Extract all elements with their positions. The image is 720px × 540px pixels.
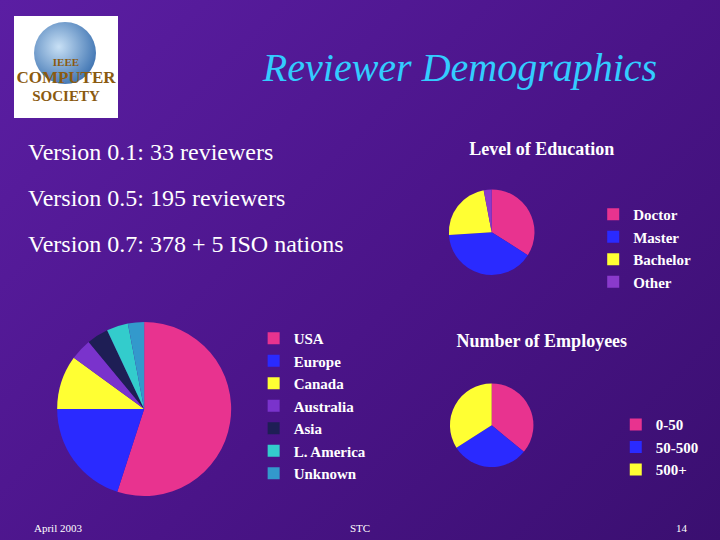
svg-text:Canada: Canada (294, 376, 345, 392)
html-text:IEEE: IEEE (52, 56, 80, 68)
svg-text:500+: 500+ (656, 462, 687, 478)
svg-text:Asia: Asia (294, 421, 323, 437)
svg-text:Other: Other (633, 275, 672, 291)
html-text:SOCIETY: SOCIETY (32, 88, 100, 104)
svg-text:Number of Employees: Number of Employees (456, 331, 627, 351)
html-text:Version 0.1: 33 reviewers: Version 0.1: 33 reviewers (28, 139, 274, 165)
html-text:Reviewer Demographics: Reviewer Demographics (262, 45, 658, 90)
svg-text:Master: Master (633, 230, 679, 246)
svg-text:Bachelor: Bachelor (633, 252, 691, 268)
html-text:COMPUTER: COMPUTER (16, 68, 116, 87)
svg-text:Australia: Australia (294, 399, 355, 415)
html-text:Version 0.5: 195 reviewers: Version 0.5: 195 reviewers (28, 185, 286, 211)
svg-text:Doctor: Doctor (633, 207, 677, 223)
html-text:Version 0.7: 378 + 5 ISO natio: Version 0.7: 378 + 5 ISO nations (28, 231, 344, 257)
html-text:14: 14 (676, 522, 687, 534)
svg-text:Europe: Europe (294, 354, 342, 370)
svg-text:USA: USA (294, 331, 324, 347)
svg-text:L. America: L. America (294, 444, 366, 460)
svg-text:Unknown: Unknown (294, 466, 357, 482)
html-text:STC: STC (350, 522, 371, 534)
svg-text:Level of Education: Level of Education (469, 139, 614, 159)
html-text:April 2003: April 2003 (34, 522, 82, 534)
svg-text:50-500: 50-500 (656, 440, 699, 456)
svg-text:0-50: 0-50 (656, 417, 684, 433)
